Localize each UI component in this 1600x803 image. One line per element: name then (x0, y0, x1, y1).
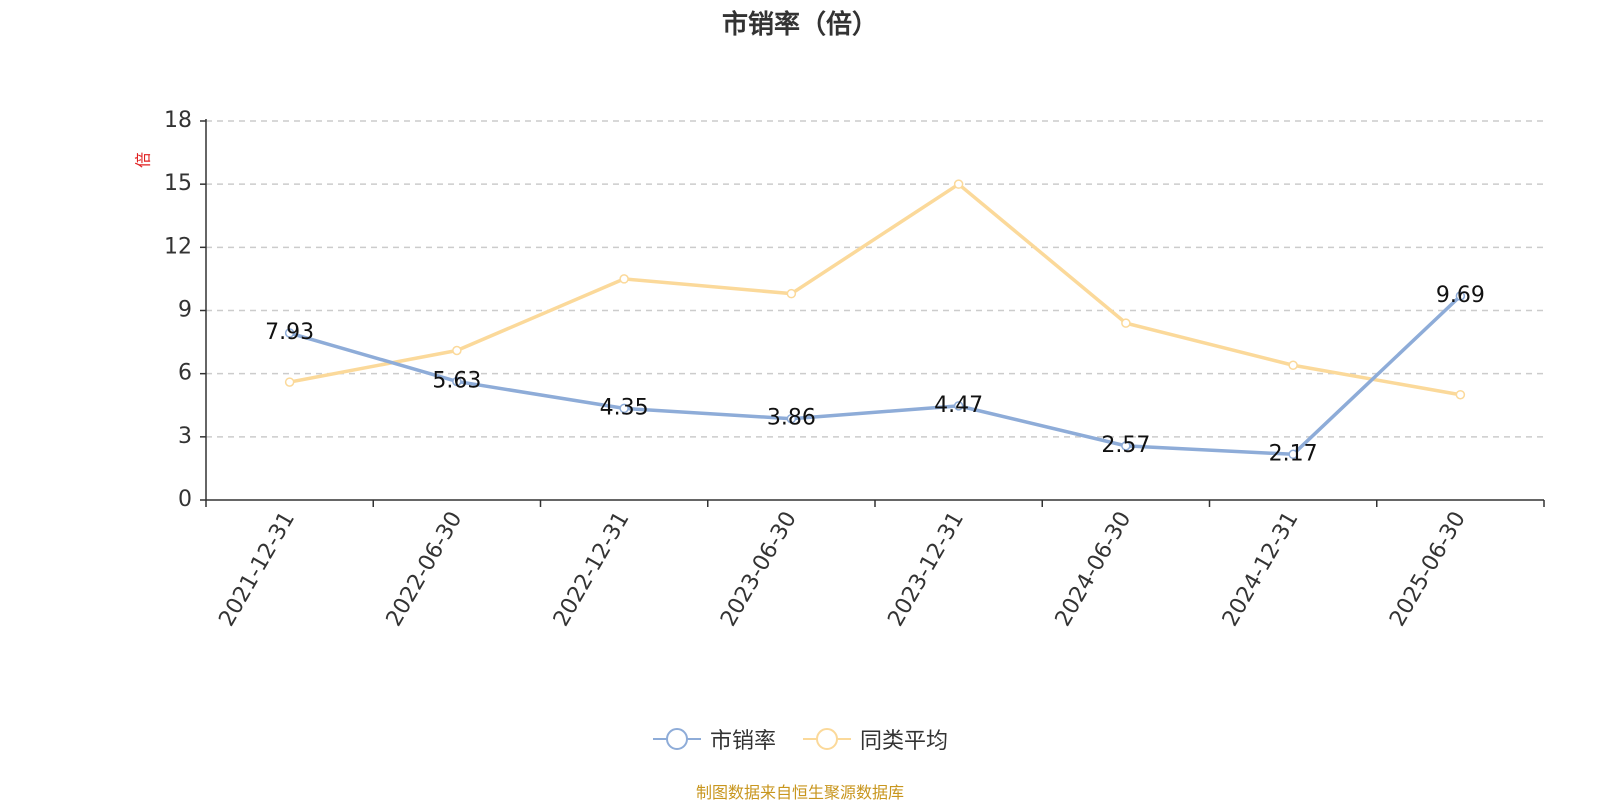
y-tick-label: 6 (178, 361, 192, 386)
data-label: 7.93 (265, 320, 314, 345)
legend-label: 同类平均 (860, 729, 949, 754)
y-tick-label: 15 (164, 171, 192, 196)
x-tick-label: 2022-06-30 (382, 508, 468, 631)
data-point (1288, 360, 1298, 370)
x-tick-label: 2024-06-30 (1051, 508, 1137, 631)
data-label: 2.57 (1101, 433, 1150, 458)
source-note: 制图数据来自恒生聚源数据库 (695, 783, 904, 802)
data-labels: 7.93 5.63 4.35 3.86 4.47 2.57 2.17 9.69 (265, 283, 1485, 466)
data-point (1288, 449, 1298, 460)
data-point (452, 345, 462, 356)
data-point (1455, 389, 1466, 400)
x-tick-label: 2025-06-30 (1385, 508, 1471, 631)
data-point (619, 274, 629, 284)
series-line (289, 294, 1462, 457)
series-lines (284, 179, 1466, 460)
legend-item-series-2[interactable]: 同类平均 (802, 723, 948, 755)
data-point (953, 179, 964, 189)
data-label: 5.63 (432, 368, 481, 393)
x-tick-label: 2023-06-30 (716, 508, 802, 631)
x-tick-label: 2022-12-31 (549, 508, 635, 631)
data-point (786, 288, 797, 299)
x-tick-label: 2023-12-31 (883, 508, 969, 631)
series-line (289, 182, 1461, 397)
y-tick-label: 18 (164, 108, 192, 133)
data-point (452, 376, 462, 387)
data-label: 3.86 (767, 406, 816, 431)
y-tick-label: 12 (164, 234, 192, 259)
data-point (284, 377, 295, 387)
chart-title: 市销率（倍） (721, 10, 878, 40)
y-tick-label: 0 (178, 487, 192, 512)
y-tick-label: 9 (178, 298, 192, 323)
legend-label: 市销率 (709, 729, 776, 754)
data-label: 9.69 (1436, 283, 1485, 308)
data-label: 2.17 (1269, 441, 1318, 466)
x-tick-label: 2024-12-31 (1218, 508, 1304, 631)
y-unit-label: 倍 (134, 152, 153, 168)
data-label: 4.47 (934, 393, 983, 418)
data-point (1121, 441, 1131, 451)
legend-marker-icon (652, 728, 701, 750)
y-tick-label: 3 (178, 424, 192, 449)
grid-lines (206, 120, 1544, 438)
data-point (1121, 318, 1131, 328)
data-point (1455, 291, 1466, 301)
x-tick-label: 2021-12-31 (214, 508, 300, 631)
data-point (953, 401, 964, 411)
data-point (619, 403, 629, 414)
axes: 0 3 6 9 12 15 18 倍 2021-12-31 2022-06-30 2022-12-3… (134, 108, 1545, 631)
data-point (786, 413, 797, 424)
legend-marker-icon (803, 728, 851, 750)
data-label: 4.35 (600, 395, 649, 420)
legend-item-series-1[interactable]: 市销率 (652, 723, 776, 755)
legend: 市销率 同类平均 (0, 723, 1600, 755)
data-point (284, 328, 295, 338)
